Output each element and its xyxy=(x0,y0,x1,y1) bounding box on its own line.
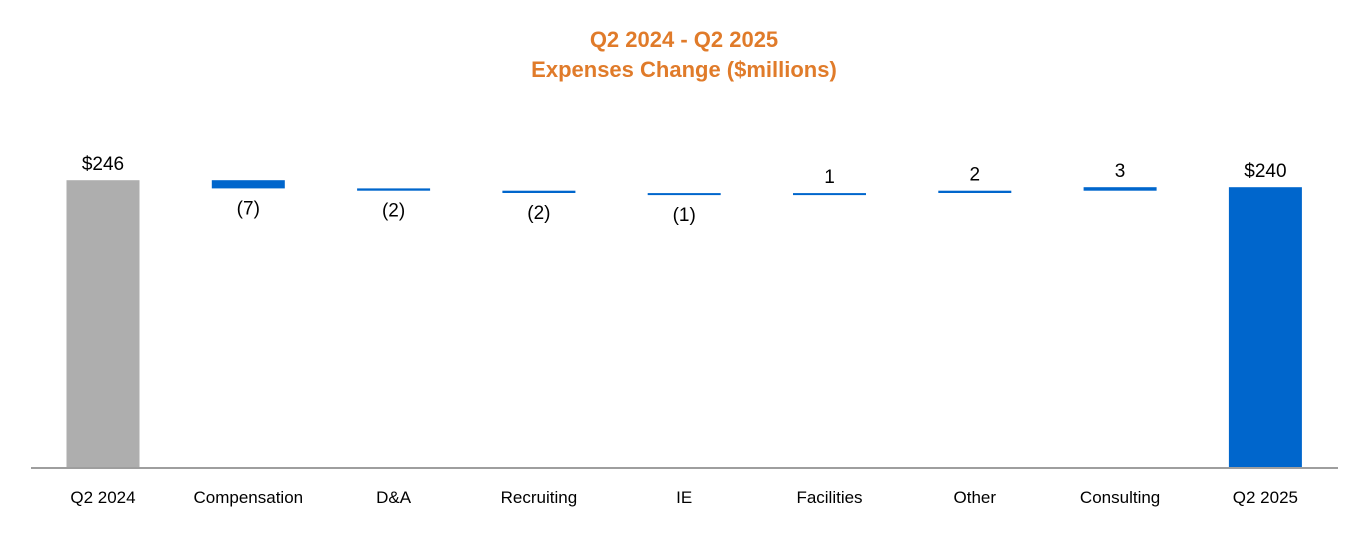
value-label: $246 xyxy=(82,154,124,175)
bar-consulting xyxy=(1083,187,1157,191)
category-label: Facilities xyxy=(796,488,862,507)
value-label: (7) xyxy=(237,198,260,219)
category-label: Q2 2024 xyxy=(70,488,135,507)
value-label: (2) xyxy=(382,201,405,222)
category-label: Consulting xyxy=(1080,488,1160,507)
category-label: IE xyxy=(676,488,692,507)
value-label: 1 xyxy=(824,167,835,188)
value-label: (1) xyxy=(673,205,696,226)
category-label: Q2 2025 xyxy=(1233,488,1298,507)
value-label: 3 xyxy=(1115,161,1126,182)
bar-other xyxy=(938,190,1012,193)
chart-title: Q2 2024 - Q2 2025 xyxy=(589,27,779,52)
category-label: Recruiting xyxy=(501,488,578,507)
bar-ie xyxy=(647,193,721,196)
value-label: (2) xyxy=(527,203,550,224)
category-label: Other xyxy=(954,488,997,507)
bar-q2-2025 xyxy=(1228,187,1302,468)
chart-subtitle: Expenses Change ($millions) xyxy=(531,57,837,82)
bar-recruiting xyxy=(502,190,576,193)
value-label: 2 xyxy=(970,165,981,186)
bar-compensation xyxy=(211,180,285,189)
bar-d-a xyxy=(357,188,431,191)
bar-q2-2024 xyxy=(66,180,140,468)
category-label: D&A xyxy=(376,488,412,507)
value-label: $240 xyxy=(1244,161,1286,182)
bar-facilities xyxy=(793,193,866,196)
category-label: Compensation xyxy=(193,488,303,507)
